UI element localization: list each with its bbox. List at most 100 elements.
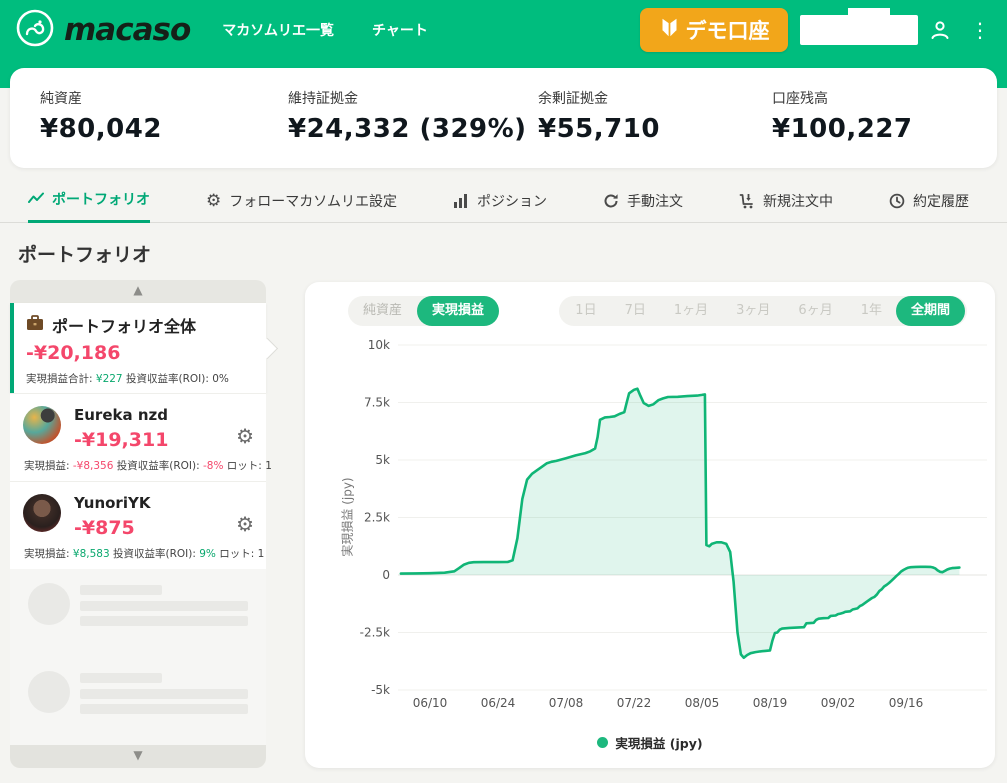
chart-legend: 実現損益 (jpy) bbox=[305, 733, 995, 752]
portfolio-sidebar: ▲ ポートフォリオ全体 -¥20,186 実現損益合計: ¥227 投資収益率(… bbox=[10, 280, 279, 768]
skeleton-item bbox=[10, 569, 266, 657]
summary-value: ¥24,332 (329%) bbox=[288, 114, 527, 144]
cart-icon bbox=[739, 193, 753, 208]
summary-label: 純資産 bbox=[40, 91, 82, 107]
tab-positions[interactable]: ポジション bbox=[453, 178, 547, 223]
portfolio-total-value: -¥20,186 bbox=[26, 342, 121, 364]
lot-value: 1 bbox=[257, 548, 265, 560]
sommelier-name: YunoriYK bbox=[74, 494, 151, 512]
summary-label: 余剰証拠金 bbox=[538, 91, 608, 107]
macaso-mascot-icon bbox=[14, 7, 56, 53]
clock-icon bbox=[889, 193, 905, 208]
tab-label: ポートフォリオ bbox=[52, 192, 150, 208]
avatar bbox=[23, 406, 61, 444]
realized-value: -¥8,356 bbox=[72, 460, 114, 472]
svg-text:09/16: 09/16 bbox=[889, 696, 924, 710]
page-title: ポートフォリオ bbox=[18, 244, 152, 266]
tab-label: 約定履歴 bbox=[912, 193, 969, 210]
period-1d[interactable]: 1日 bbox=[575, 303, 597, 318]
item-settings-gear-icon[interactable]: ⚙ bbox=[236, 512, 254, 536]
scroll-down-button[interactable]: ▼ bbox=[10, 745, 266, 768]
period-3m[interactable]: 3ヶ月 bbox=[736, 303, 771, 318]
portfolio-item-eureka[interactable]: Eureka nzd -¥19,311 ⚙ 実現損益: -¥8,356 投資収益… bbox=[10, 393, 272, 481]
portfolio-total-stats: 実現損益合計: ¥227 投資収益率(ROI): 0% bbox=[26, 373, 229, 385]
period-7d[interactable]: 7日 bbox=[624, 303, 646, 318]
trend-icon bbox=[28, 192, 44, 203]
skeleton-item bbox=[10, 657, 266, 745]
tab-label: ポジション bbox=[476, 193, 547, 210]
svg-text:09/02: 09/02 bbox=[821, 696, 856, 710]
avatar bbox=[23, 494, 61, 532]
toggle-net-assets[interactable]: 純資産 bbox=[363, 303, 403, 318]
portfolio-item-yunoriyk[interactable]: YunoriYK -¥875 ⚙ 実現損益: ¥8,583 投資収益率(ROI)… bbox=[10, 481, 266, 569]
y-axis-title: 実現損益 (jpy) bbox=[340, 477, 355, 557]
svg-text:7.5k: 7.5k bbox=[364, 396, 390, 410]
header-row: macaso マカソムリエ一覧 チャート bbox=[0, 0, 1007, 60]
period-all[interactable]: 全期間 bbox=[895, 296, 965, 326]
svg-text:07/08: 07/08 bbox=[549, 696, 584, 710]
sommelier-stats: 実現損益: -¥8,356 投資収益率(ROI): -8% ロット: 1 bbox=[24, 460, 272, 472]
user-account-icon[interactable] bbox=[928, 18, 952, 42]
svg-text:2.5k: 2.5k bbox=[364, 511, 390, 525]
period-1m[interactable]: 1ヶ月 bbox=[673, 303, 709, 318]
item-settings-gear-icon[interactable]: ⚙ bbox=[236, 424, 254, 448]
summary-balance: 口座残高 ¥100,227 bbox=[772, 88, 997, 168]
legend-dot-icon bbox=[597, 737, 609, 748]
svg-text:08/19: 08/19 bbox=[753, 696, 788, 710]
svg-text:5k: 5k bbox=[375, 453, 390, 467]
scroll-up-button[interactable]: ▲ bbox=[10, 280, 266, 303]
svg-text:08/05: 08/05 bbox=[685, 696, 720, 710]
svg-text:06/24: 06/24 bbox=[481, 696, 516, 710]
top-nav: マカソムリエ一覧 チャート bbox=[222, 20, 428, 40]
main-tab-bar: ポートフォリオ ⚙ フォローマカソムリエ設定 ポジション 手動注文 新規注文中 … bbox=[0, 178, 1007, 223]
nav-sommelier-list[interactable]: マカソムリエ一覧 bbox=[222, 23, 334, 39]
toggle-realized-pnl[interactable]: 実現損益 bbox=[417, 296, 500, 326]
beginner-mark-icon bbox=[659, 16, 680, 44]
portfolio-total-name: ポートフォリオ全体 bbox=[52, 317, 197, 336]
brand-name: macaso bbox=[64, 12, 191, 48]
selected-item-pointer bbox=[256, 337, 279, 360]
period-1y[interactable]: 1年 bbox=[860, 303, 882, 318]
refresh-icon bbox=[604, 193, 618, 207]
demo-button-label: デモ口座 bbox=[685, 19, 770, 43]
kebab-menu-icon[interactable]: ⋮ bbox=[970, 18, 990, 42]
svg-text:-2.5k: -2.5k bbox=[360, 626, 390, 640]
tab-follow-settings[interactable]: ⚙ フォローマカソムリエ設定 bbox=[206, 178, 397, 223]
tab-execution-history[interactable]: 約定履歴 bbox=[889, 178, 969, 223]
summary-label: 維持証拠金 bbox=[288, 91, 358, 107]
summary-free-margin: 余剰証拠金 ¥55,710 bbox=[538, 88, 772, 168]
account-summary-card: 純資産 ¥80,042 維持証拠金 ¥24,332 (329%) 余剰証拠金 ¥… bbox=[10, 68, 997, 168]
sommelier-name: Eureka nzd bbox=[74, 406, 168, 424]
redacted-username bbox=[800, 8, 918, 45]
demo-account-button[interactable]: デモ口座 bbox=[640, 8, 788, 52]
realized-pnl-chart: 10k 7.5k 5k 2.5k 0 -2.5k -5k 06/10 06/24 07/08 07/… bbox=[360, 338, 987, 710]
tab-label: 新規注文中 bbox=[762, 193, 833, 210]
svg-text:-5k: -5k bbox=[371, 683, 390, 697]
portfolio-total-item[interactable]: ポートフォリオ全体 -¥20,186 実現損益合計: ¥227 投資収益率(RO… bbox=[10, 303, 279, 393]
svg-text:06/10: 06/10 bbox=[413, 696, 448, 710]
realized-value: ¥8,583 bbox=[72, 548, 110, 560]
nav-chart[interactable]: チャート bbox=[372, 23, 428, 39]
roi-total-value: 0% bbox=[212, 373, 229, 385]
scroll-down-icon: ▼ bbox=[133, 748, 143, 762]
summary-net-assets: 純資産 ¥80,042 bbox=[40, 88, 288, 168]
lot-value: 1 bbox=[265, 460, 272, 472]
tab-manual-order[interactable]: 手動注文 bbox=[603, 178, 683, 223]
period-selector: 1日 7日 1ヶ月 3ヶ月 6ヶ月 1年 全期間 bbox=[559, 296, 967, 326]
skeleton-avatar bbox=[28, 671, 70, 713]
summary-value: ¥80,042 bbox=[40, 114, 162, 144]
briefcase-icon bbox=[26, 315, 44, 335]
sommelier-value: -¥19,311 bbox=[74, 429, 169, 451]
scroll-up-icon: ▲ bbox=[133, 283, 143, 297]
tab-portfolio[interactable]: ポートフォリオ bbox=[28, 178, 150, 223]
roi-value: 9% bbox=[199, 548, 216, 560]
sommelier-stats: 実現損益: ¥8,583 投資収益率(ROI): 9% ロット: 1 bbox=[24, 548, 265, 560]
summary-label: 口座残高 bbox=[772, 91, 828, 107]
chart-panel: 10k 7.5k 5k 2.5k 0 -2.5k -5k 06/10 06/24 07/08 07/… bbox=[305, 282, 995, 768]
period-6m[interactable]: 6ヶ月 bbox=[798, 303, 833, 318]
skeleton-avatar bbox=[28, 583, 70, 625]
tab-new-orders[interactable]: 新規注文中 bbox=[739, 178, 833, 223]
gear-icon: ⚙ bbox=[206, 190, 222, 211]
brand-logo[interactable]: macaso bbox=[14, 7, 191, 53]
